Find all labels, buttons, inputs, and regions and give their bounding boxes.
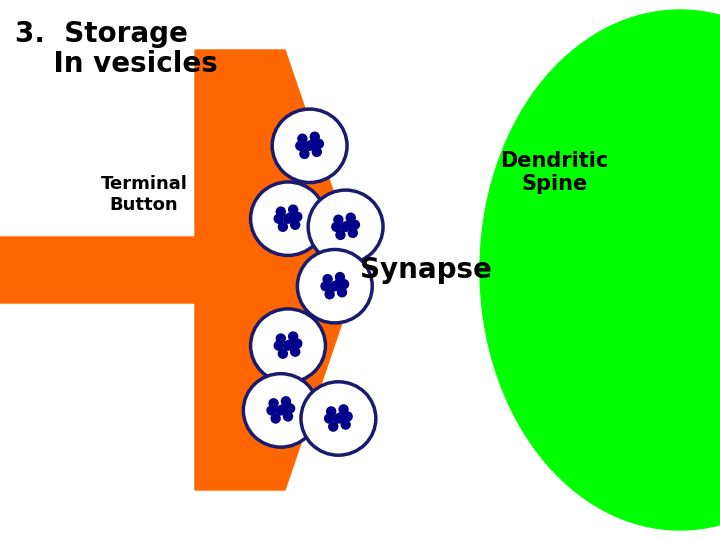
Circle shape [330,282,339,291]
Circle shape [334,414,343,423]
Circle shape [338,288,346,297]
Circle shape [279,405,287,414]
Circle shape [343,221,352,230]
Ellipse shape [308,190,383,264]
Circle shape [325,290,334,299]
Circle shape [267,406,276,415]
Circle shape [312,147,321,157]
Circle shape [276,334,285,343]
Circle shape [289,332,297,341]
Circle shape [307,140,316,149]
Circle shape [269,399,278,408]
Circle shape [333,281,341,289]
Circle shape [296,141,305,150]
Circle shape [279,349,287,358]
Circle shape [341,420,350,429]
Circle shape [336,231,345,239]
Circle shape [286,404,294,413]
Circle shape [291,220,300,230]
Circle shape [271,414,280,423]
Text: In vesicles: In vesicles [15,50,217,78]
Circle shape [310,132,319,141]
Ellipse shape [251,182,325,255]
Text: Synapse: Synapse [360,256,492,284]
Polygon shape [0,50,360,490]
Circle shape [325,414,333,423]
Circle shape [289,205,297,214]
Text: Dendritic
Spine: Dendritic Spine [500,151,608,194]
Circle shape [329,422,338,431]
Ellipse shape [297,249,372,323]
Ellipse shape [272,109,347,183]
Circle shape [332,222,341,231]
Circle shape [276,406,285,415]
Circle shape [315,139,323,148]
Circle shape [284,341,292,350]
Circle shape [274,214,283,223]
Ellipse shape [251,309,325,382]
Circle shape [336,413,345,422]
Circle shape [346,213,355,222]
Circle shape [343,412,352,421]
Circle shape [298,134,307,143]
Ellipse shape [243,374,318,447]
Ellipse shape [301,382,376,455]
Circle shape [348,228,357,238]
Circle shape [334,215,343,224]
Circle shape [276,207,285,216]
Circle shape [291,347,300,356]
Text: 3.  Storage: 3. Storage [15,20,188,48]
Circle shape [323,275,332,284]
Circle shape [284,412,292,421]
Circle shape [286,213,294,222]
Circle shape [293,339,302,348]
Circle shape [284,214,292,223]
Circle shape [336,273,344,282]
Circle shape [305,141,314,150]
Circle shape [351,220,359,230]
Circle shape [274,341,283,350]
Text: Terminal
Button: Terminal Button [101,175,187,214]
Circle shape [300,150,309,158]
Circle shape [286,340,294,349]
Circle shape [340,280,348,289]
Circle shape [341,222,350,231]
Circle shape [321,282,330,291]
Circle shape [293,212,302,221]
Ellipse shape [480,10,720,530]
Circle shape [327,407,336,416]
Circle shape [279,222,287,231]
Circle shape [282,397,290,406]
Circle shape [339,405,348,414]
